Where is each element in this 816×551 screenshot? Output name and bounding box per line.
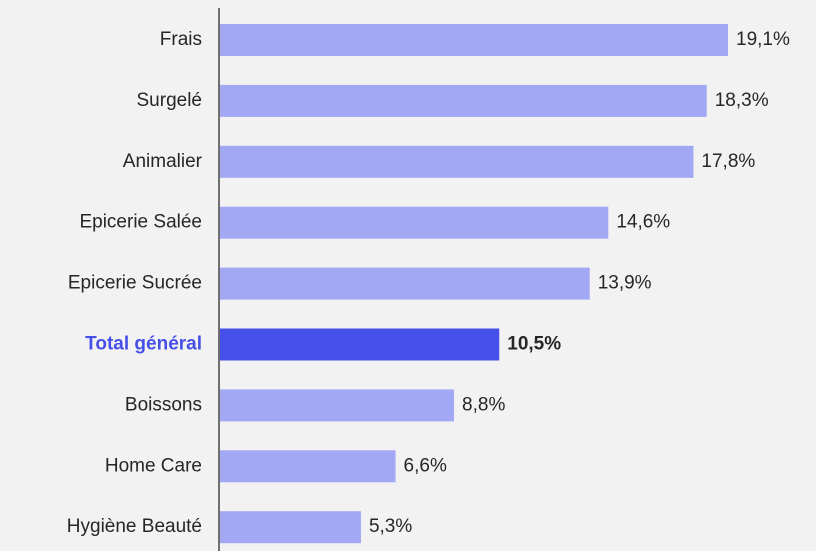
bar xyxy=(220,389,455,422)
bar xyxy=(220,145,694,178)
category-label: Boissons xyxy=(125,394,202,415)
value-label: 10,5% xyxy=(507,334,561,355)
value-label: 19,1% xyxy=(736,29,790,50)
bar xyxy=(220,267,590,300)
bar xyxy=(220,511,361,544)
value-label: 18,3% xyxy=(715,90,769,111)
category-label: Epicerie Sucrée xyxy=(68,273,202,294)
value-label: 6,6% xyxy=(404,455,447,476)
category-label: Animalier xyxy=(123,151,203,172)
value-label: 8,8% xyxy=(462,394,505,415)
bar xyxy=(220,24,728,56)
category-label: Total général xyxy=(85,334,202,355)
bar xyxy=(220,206,609,239)
category-label: Home Care xyxy=(105,455,202,476)
value-label: 5,3% xyxy=(369,516,412,537)
category-label: Hygiène Beauté xyxy=(67,516,202,537)
category-label: Frais xyxy=(160,29,202,50)
category-label: Surgelé xyxy=(137,90,203,111)
value-label: 13,9% xyxy=(598,273,652,294)
category-label: Epicerie Salée xyxy=(79,212,202,233)
bar xyxy=(220,328,500,361)
bar xyxy=(220,84,707,117)
bar xyxy=(220,450,396,483)
value-label: 17,8% xyxy=(701,151,755,172)
value-label: 14,6% xyxy=(616,212,670,233)
